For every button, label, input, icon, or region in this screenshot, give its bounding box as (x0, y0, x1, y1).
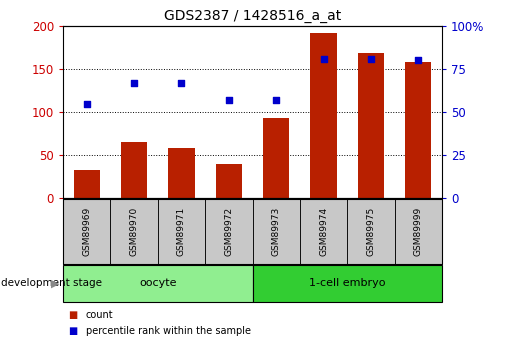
Point (83, 101, 91, 106)
Text: GSM89999: GSM89999 (414, 207, 423, 256)
Point (414, 58, 422, 63)
Bar (63, 199, 111, 264)
Bar (74, 170, 100, 198)
Text: percentile rank within the sample: percentile rank within the sample (86, 326, 251, 336)
Title: GDS2387 / 1428516_a_at: GDS2387 / 1428516_a_at (164, 9, 341, 23)
Text: development stage: development stage (1, 278, 102, 288)
Text: GSM89970: GSM89970 (130, 207, 139, 256)
Text: 1-cell embryo: 1-cell embryo (309, 278, 385, 288)
Bar (63, 265, 252, 302)
Text: count: count (86, 310, 114, 319)
Bar (405, 62, 431, 198)
Point (367, 56, 375, 61)
Bar (158, 199, 205, 264)
Point (225, 97, 233, 103)
Text: GSM89975: GSM89975 (366, 207, 375, 256)
Point (177, 80, 185, 86)
Point (320, 56, 328, 61)
Bar (311, 33, 336, 198)
Bar (252, 199, 300, 264)
Text: GSM89973: GSM89973 (272, 207, 281, 256)
Bar (252, 265, 442, 302)
Bar (205, 199, 252, 264)
Text: GSM89974: GSM89974 (319, 207, 328, 256)
Bar (394, 199, 442, 264)
Text: ■: ■ (68, 310, 77, 319)
Bar (111, 199, 158, 264)
Bar (216, 164, 242, 198)
Bar (347, 199, 394, 264)
Bar (263, 118, 289, 198)
Text: oocyte: oocyte (139, 278, 177, 288)
Text: ▶: ▶ (50, 278, 59, 288)
Bar (169, 148, 194, 198)
Bar (358, 53, 384, 198)
Point (130, 80, 138, 86)
Text: GSM89971: GSM89971 (177, 207, 186, 256)
Text: ■: ■ (68, 326, 77, 336)
Bar (300, 199, 347, 264)
Point (272, 97, 280, 103)
Text: GSM89972: GSM89972 (224, 207, 233, 256)
Text: GSM89969: GSM89969 (82, 207, 91, 256)
Bar (121, 142, 147, 198)
